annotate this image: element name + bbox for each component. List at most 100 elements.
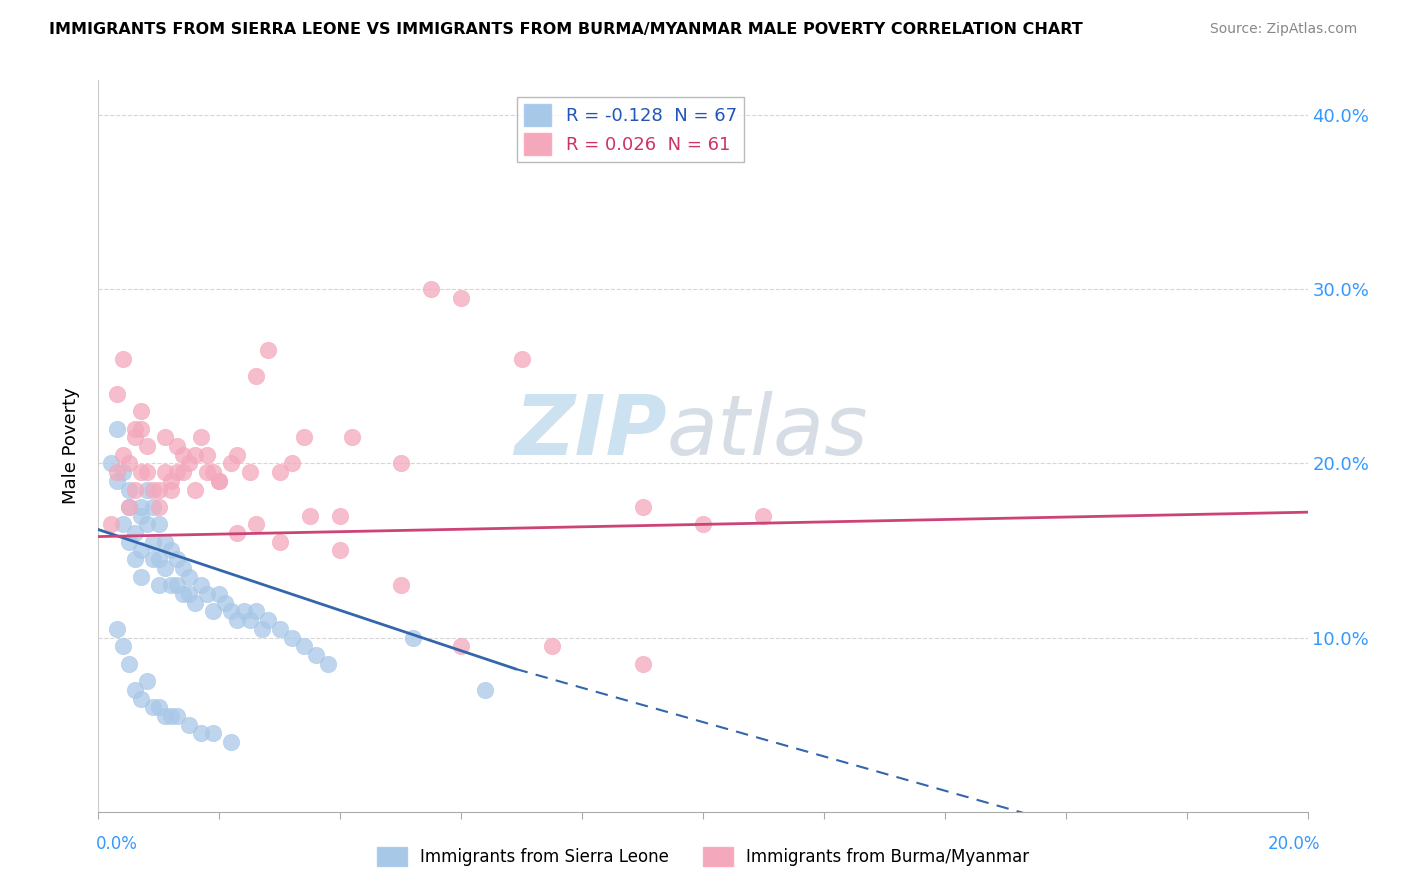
- Point: [100, 457, 122, 471]
- Point: [105, 421, 128, 435]
- Point: [148, 517, 170, 532]
- Point: [631, 500, 654, 514]
- Point: [190, 726, 212, 740]
- Point: [281, 457, 304, 471]
- Point: [202, 726, 225, 740]
- Point: [202, 465, 225, 479]
- Point: [172, 587, 194, 601]
- Point: [342, 430, 364, 444]
- Point: [153, 430, 176, 444]
- Point: [245, 517, 267, 532]
- Legend: R = -0.128  N = 67, R = 0.026  N = 61: R = -0.128 N = 67, R = 0.026 N = 61: [517, 96, 744, 162]
- Point: [124, 430, 146, 444]
- Point: [135, 674, 157, 689]
- Point: [100, 517, 122, 532]
- Point: [510, 351, 533, 366]
- Point: [135, 465, 157, 479]
- Point: [184, 483, 207, 497]
- Point: [129, 404, 152, 418]
- Point: [124, 483, 146, 497]
- Point: [118, 500, 141, 514]
- Point: [292, 640, 315, 654]
- Point: [226, 613, 249, 627]
- Text: atlas: atlas: [666, 391, 869, 472]
- Point: [160, 578, 183, 592]
- Text: 0.0%: 0.0%: [96, 835, 138, 853]
- Point: [269, 465, 291, 479]
- Point: [111, 517, 134, 532]
- Point: [160, 709, 183, 723]
- Point: [148, 500, 170, 514]
- Point: [111, 351, 134, 366]
- Point: [166, 439, 188, 453]
- Point: [179, 457, 201, 471]
- Point: [329, 508, 352, 523]
- Y-axis label: Male Poverty: Male Poverty: [62, 388, 80, 504]
- Point: [160, 474, 183, 488]
- Point: [540, 640, 562, 654]
- Point: [118, 657, 141, 671]
- Point: [232, 604, 254, 618]
- Point: [256, 613, 278, 627]
- Point: [239, 465, 262, 479]
- Point: [692, 517, 714, 532]
- Point: [269, 622, 291, 636]
- Point: [195, 465, 218, 479]
- Point: [142, 500, 165, 514]
- Point: [195, 587, 218, 601]
- Point: [208, 474, 231, 488]
- Point: [105, 386, 128, 401]
- Point: [118, 483, 141, 497]
- Point: [129, 421, 152, 435]
- Point: [226, 526, 249, 541]
- Point: [299, 508, 322, 523]
- Point: [226, 448, 249, 462]
- Point: [148, 483, 170, 497]
- Point: [208, 474, 231, 488]
- Text: IMMIGRANTS FROM SIERRA LEONE VS IMMIGRANTS FROM BURMA/MYANMAR MALE POVERTY CORRE: IMMIGRANTS FROM SIERRA LEONE VS IMMIGRAN…: [49, 22, 1083, 37]
- Point: [305, 648, 328, 662]
- Point: [153, 561, 176, 575]
- Legend: Immigrants from Sierra Leone, Immigrants from Burma/Myanmar: Immigrants from Sierra Leone, Immigrants…: [370, 840, 1036, 873]
- Point: [148, 700, 170, 714]
- Point: [389, 457, 412, 471]
- Point: [208, 587, 231, 601]
- Point: [221, 604, 243, 618]
- Point: [631, 657, 654, 671]
- Text: Source: ZipAtlas.com: Source: ZipAtlas.com: [1209, 22, 1357, 37]
- Point: [179, 717, 201, 731]
- Point: [111, 448, 134, 462]
- Point: [250, 622, 273, 636]
- Point: [129, 569, 152, 583]
- Point: [420, 282, 443, 296]
- Point: [129, 508, 152, 523]
- Point: [172, 465, 194, 479]
- Point: [135, 483, 157, 497]
- Point: [153, 709, 176, 723]
- Point: [124, 552, 146, 566]
- Point: [195, 448, 218, 462]
- Point: [129, 691, 152, 706]
- Point: [184, 448, 207, 462]
- Point: [450, 291, 472, 305]
- Point: [292, 430, 315, 444]
- Point: [269, 534, 291, 549]
- Point: [316, 657, 339, 671]
- Point: [172, 448, 194, 462]
- Point: [124, 682, 146, 697]
- Point: [111, 465, 134, 479]
- Point: [142, 534, 165, 549]
- Point: [148, 578, 170, 592]
- Point: [329, 543, 352, 558]
- Point: [124, 421, 146, 435]
- Point: [166, 552, 188, 566]
- Point: [172, 561, 194, 575]
- Point: [135, 439, 157, 453]
- Text: 20.0%: 20.0%: [1267, 835, 1320, 853]
- Point: [105, 474, 128, 488]
- Point: [118, 534, 141, 549]
- Point: [148, 552, 170, 566]
- Point: [402, 631, 425, 645]
- Point: [129, 465, 152, 479]
- Point: [179, 569, 201, 583]
